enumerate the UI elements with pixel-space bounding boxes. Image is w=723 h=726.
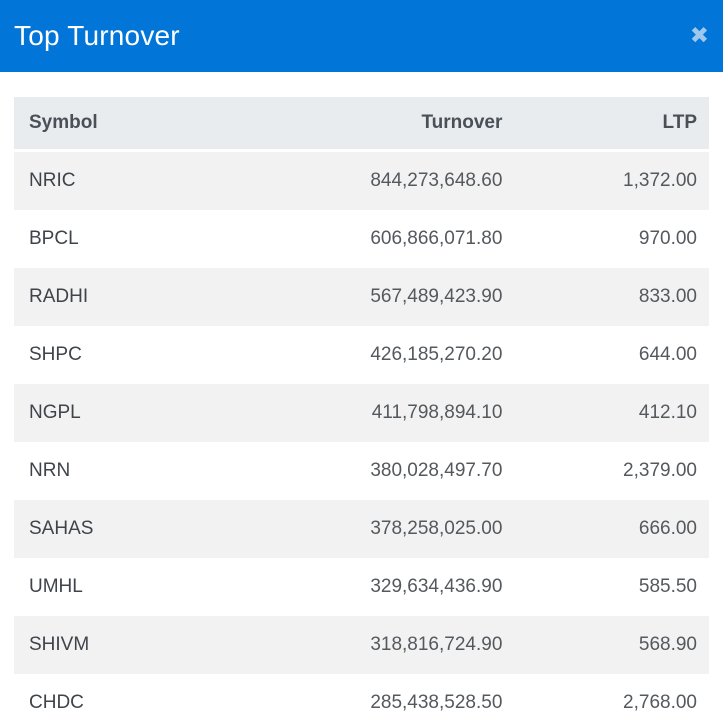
modal-header: Top Turnover ✖ (0, 0, 723, 72)
table-row[interactable]: UMHL 329,634,436.90 585.50 (14, 558, 709, 616)
ltp-cell: 644.00 (638, 344, 697, 365)
ltp-cell: 2,768.00 (623, 692, 697, 713)
turnover-cell: 329,634,436.90 (370, 576, 503, 597)
column-header-ltp: LTP (514, 97, 709, 152)
ltp-cell: 2,379.00 (623, 460, 697, 481)
symbol-cell: RADHI (29, 286, 89, 307)
turnover-cell: 318,816,724.90 (370, 634, 503, 655)
symbol-cell: SHPC (29, 344, 82, 365)
close-icon: ✖ (689, 23, 709, 49)
table-row[interactable]: CHDC 285,438,528.50 2,768.00 (14, 674, 709, 726)
turnover-table: Symbol Turnover LTP NRIC 844,273,648.60 … (14, 97, 709, 726)
ltp-cell: 970.00 (638, 228, 697, 249)
table-row[interactable]: BPCL 606,866,071.80 970.00 (14, 210, 709, 268)
table-row[interactable]: NRN 380,028,497.70 2,379.00 (14, 442, 709, 500)
ltp-cell: 833.00 (638, 286, 697, 307)
column-header-turnover: Turnover (222, 97, 515, 152)
turnover-cell: 844,273,648.60 (370, 170, 503, 191)
turnover-cell: 378,258,025.00 (370, 518, 503, 539)
table-header: Symbol Turnover LTP (14, 97, 709, 152)
symbol-cell: BPCL (29, 228, 79, 249)
turnover-cell: 606,866,071.80 (370, 228, 503, 249)
column-header-symbol: Symbol (14, 97, 223, 152)
ltp-cell: 585.50 (638, 576, 697, 597)
turnover-cell: 426,185,270.20 (370, 344, 503, 365)
close-button[interactable]: ✖ (688, 20, 711, 52)
turnover-cell: 285,438,528.50 (370, 692, 503, 713)
symbol-cell: SAHAS (29, 518, 94, 539)
turnover-cell: 380,028,497.70 (370, 460, 503, 481)
symbol-cell: NRN (29, 460, 71, 481)
table-header-row: Symbol Turnover LTP (14, 97, 709, 152)
ltp-cell: 1,372.00 (623, 170, 697, 191)
ltp-cell: 666.00 (638, 518, 697, 539)
table-row[interactable]: SHIVM 318,816,724.90 568.90 (14, 616, 709, 674)
symbol-cell: NRIC (29, 170, 76, 191)
symbol-cell: NGPL (29, 402, 81, 423)
modal-body: Symbol Turnover LTP NRIC 844,273,648.60 … (0, 72, 723, 726)
symbol-cell: SHIVM (29, 634, 90, 655)
ltp-cell: 568.90 (638, 634, 697, 655)
table-row[interactable]: RADHI 567,489,423.90 833.00 (14, 268, 709, 326)
table-row[interactable]: NGPL 411,798,894.10 412.10 (14, 384, 709, 442)
table-row[interactable]: NRIC 844,273,648.60 1,372.00 (14, 150, 709, 210)
ltp-cell: 412.10 (638, 402, 697, 423)
turnover-cell: 411,798,894.10 (371, 402, 503, 423)
symbol-cell: UMHL (29, 576, 83, 597)
symbol-cell: CHDC (29, 692, 84, 713)
turnover-cell: 567,489,423.90 (370, 286, 503, 307)
table-body: NRIC 844,273,648.60 1,372.00 BPCL 606,86… (14, 150, 709, 726)
modal-title: Top Turnover (14, 20, 180, 51)
table-row[interactable]: SHPC 426,185,270.20 644.00 (14, 326, 709, 384)
table-row[interactable]: SAHAS 378,258,025.00 666.00 (14, 500, 709, 558)
